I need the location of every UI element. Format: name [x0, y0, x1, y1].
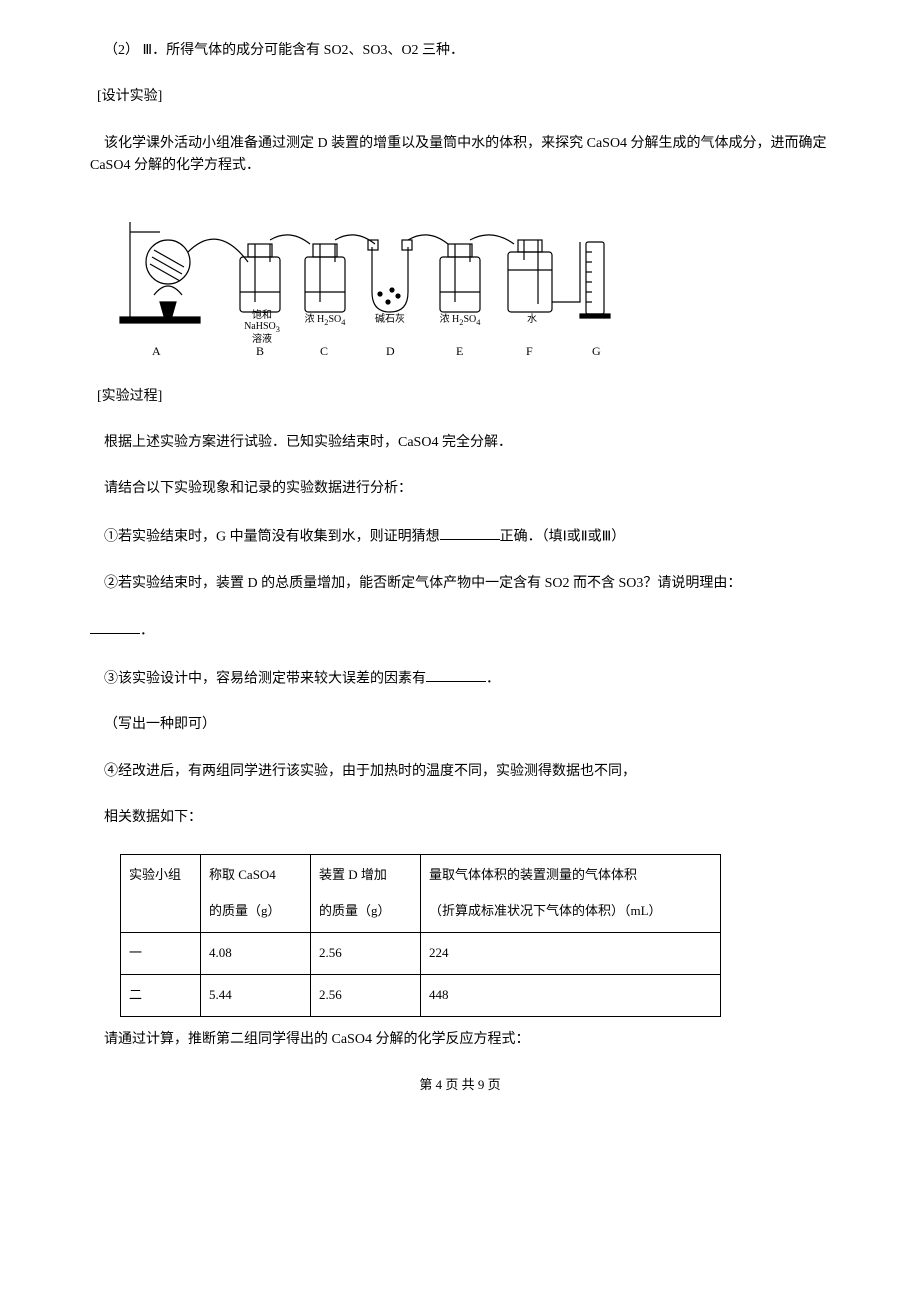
th-c3a: 装置 D 增加 [319, 867, 387, 882]
paragraph-2-iii: （2） Ⅲ．所得气体的成分可能含有 SO2、SO3、O2 三种． [90, 40, 830, 62]
th-mass-d: 装置 D 增加 的质量（g） [311, 854, 421, 933]
blank-q1[interactable] [440, 525, 500, 540]
q3-text-b: ． [486, 671, 500, 686]
label-d-sub: 碱石灰 [370, 314, 410, 325]
q1-text-a: ①若实验结束时，G 中量筒没有收集到水，则证明猜想 [104, 529, 440, 544]
cell-r2-c2: 5.44 [201, 975, 311, 1017]
label-e-sub: 浓 H2SO4 [435, 314, 485, 327]
label-b: B [256, 342, 264, 361]
page-footer: 第 4 页 共 9 页 [90, 1075, 830, 1096]
question-4: ④经改进后，有两组同学进行该实验，由于加热时的温度不同，实验测得数据也不同， [90, 761, 830, 783]
th-mass-caso4: 称取 CaSO4 的质量（g） [201, 854, 311, 933]
cell-r1-c4: 224 [421, 933, 721, 975]
paragraph-process-2: 请结合以下实验现象和记录的实验数据进行分析： [90, 478, 830, 500]
section-process-title: [实验过程] [90, 386, 830, 408]
question-4-leadin: 相关数据如下： [90, 807, 830, 829]
th-c4a: 量取气体体积的装置测量的气体体积 [429, 867, 637, 882]
th-volume: 量取气体体积的装置测量的气体体积 （折算成标准状况下气体的体积）（mL） [421, 854, 721, 933]
paragraph-process-1: 根据上述实验方案进行试验．已知实验结束时，CaSO4 完全分解． [90, 432, 830, 454]
table-row: 一 4.08 2.56 224 [121, 933, 721, 975]
th-c4b: （折算成标准状况下气体的体积）（mL） [429, 901, 712, 922]
label-b-sub: 饱和NaHSO3溶液 [242, 310, 282, 345]
question-1: ①若实验结束时，G 中量筒没有收集到水，则证明猜想 正确．（填Ⅰ或Ⅱ或Ⅲ） [90, 525, 830, 549]
q3-text-a: ③该实验设计中，容易给测定带来较大误差的因素有 [104, 671, 426, 686]
paragraph-design-desc: 该化学课外活动小组准备通过测定 D 装置的增重以及量筒中水的体积，来探究 CaS… [90, 133, 830, 178]
question-4-calc: 请通过计算，推断第二组同学得出的 CaSO4 分解的化学反应方程式： [90, 1029, 830, 1051]
label-c-sub: 浓 H2SO4 [300, 314, 350, 327]
th-c2a: 称取 CaSO4 [209, 867, 276, 882]
label-a: A [152, 342, 161, 361]
apparatus-diagram: 饱和NaHSO3溶液 浓 H2SO4 碱石灰 浓 H2SO4 水 A B C D… [110, 202, 630, 362]
label-d: D [386, 342, 395, 361]
th-group: 实验小组 [121, 854, 201, 933]
question-2: ②若实验结束时，装置 D 的总质量增加，能否断定气体产物中一定含有 SO2 而不… [90, 573, 830, 595]
label-f-sub: 水 [522, 314, 542, 325]
question-3: ③该实验设计中，容易给测定带来较大误差的因素有 ． [90, 667, 830, 691]
th-c3b: 的质量（g） [319, 901, 412, 922]
section-design-title: [设计实验] [90, 86, 830, 108]
th-c2b: 的质量（g） [209, 901, 302, 922]
table-row: 二 5.44 2.56 448 [121, 975, 721, 1017]
data-table: 实验小组 称取 CaSO4 的质量（g） 装置 D 增加 的质量（g） 量取气体… [120, 854, 721, 1017]
label-g: G [592, 342, 601, 361]
cell-r1-c2: 4.08 [201, 933, 311, 975]
cell-r2-c3: 2.56 [311, 975, 421, 1017]
label-e: E [456, 342, 463, 361]
blank-q3[interactable] [426, 667, 486, 682]
label-c: C [320, 342, 328, 361]
q2-period: ． [140, 623, 154, 638]
cell-r2-c1: 二 [121, 975, 201, 1017]
apparatus-svg [110, 202, 630, 332]
table-header-row: 实验小组 称取 CaSO4 的质量（g） 装置 D 增加 的质量（g） 量取气体… [121, 854, 721, 933]
cell-r2-c4: 448 [421, 975, 721, 1017]
question-3-note: （写出一种即可） [90, 714, 830, 736]
label-f: F [526, 342, 533, 361]
question-2-blank-line: ． [90, 619, 830, 643]
cell-r1-c3: 2.56 [311, 933, 421, 975]
q1-text-b: 正确．（填Ⅰ或Ⅱ或Ⅲ） [500, 529, 626, 544]
blank-q2[interactable] [90, 619, 140, 634]
cell-r1-c1: 一 [121, 933, 201, 975]
